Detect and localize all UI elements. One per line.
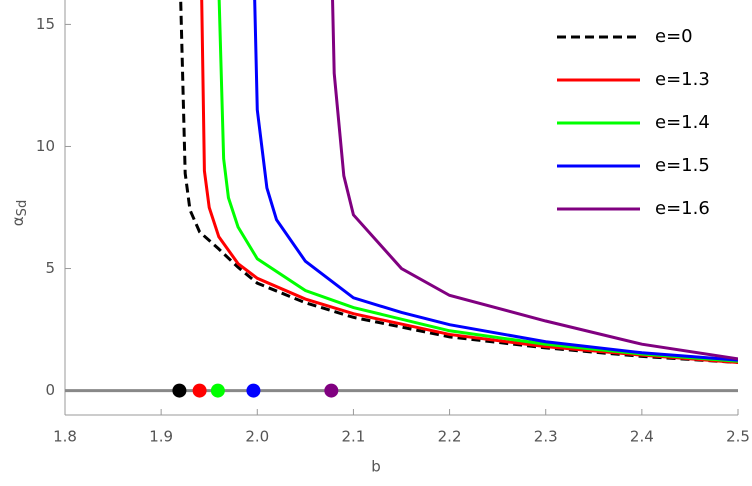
x-axis-label: b [371, 458, 381, 476]
series-line [253, 0, 738, 362]
y-tick-label: 0 [45, 381, 55, 399]
x-tick-label: 2.0 [245, 428, 269, 446]
y-tick-label: 5 [45, 259, 55, 277]
y-tick-label: 10 [36, 137, 55, 155]
x-tick-label: 1.8 [53, 428, 77, 446]
x-tick-label: 2.1 [341, 428, 365, 446]
x-tick-label: 2.3 [534, 428, 558, 446]
series-line [217, 0, 738, 363]
x-tick-label: 2.2 [438, 428, 462, 446]
y-axis-symbol: α [9, 216, 27, 226]
x-tick-label: 1.9 [149, 428, 173, 446]
critical-point [172, 383, 187, 398]
series-line [200, 0, 738, 365]
y-tick-label: 15 [36, 15, 55, 33]
y-axis-label: αSd [9, 200, 30, 226]
critical-point [210, 383, 225, 398]
legend-label: e=1.4 [655, 112, 710, 133]
plot-area [179, 0, 738, 365]
y-axis-subscript: Sd [15, 200, 30, 217]
legend-label: e=1.6 [655, 198, 710, 219]
x-tick-label: 2.4 [630, 428, 654, 446]
legend-label: e=1.3 [655, 69, 710, 90]
series-line [331, 0, 738, 361]
legend-label: e=1.5 [655, 155, 710, 176]
critical-point [324, 383, 339, 398]
critical-point [246, 383, 261, 398]
legend-label: e=0 [655, 26, 693, 47]
x-tick-label: 2.5 [726, 428, 750, 446]
critical-point [192, 383, 207, 398]
